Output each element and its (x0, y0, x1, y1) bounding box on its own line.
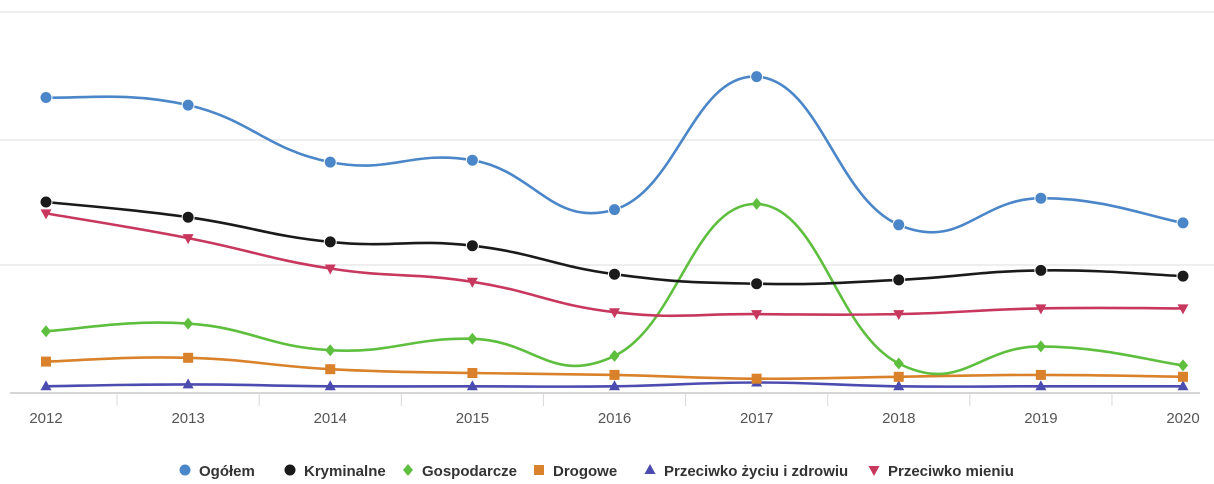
data-point-drogowe[interactable] (325, 364, 336, 375)
legend-item-ogolem[interactable]: Ogółem (178, 463, 255, 480)
data-point-przeciwko-zyciu-i-zdrowiu[interactable] (182, 378, 194, 389)
legend-item-gospodarcze[interactable]: Gospodarcze (403, 463, 517, 480)
data-point-drogowe[interactable] (1178, 371, 1188, 382)
series-layer (39, 70, 1190, 391)
data-point-gospodarcze[interactable] (467, 332, 478, 345)
legend-marker[interactable] (178, 463, 192, 477)
series-gospodarcze (41, 197, 1188, 376)
legend-item-kryminalne[interactable]: Kryminalne (283, 463, 386, 480)
data-point-drogowe[interactable] (893, 371, 904, 382)
series-ogolem (39, 70, 1190, 234)
data-point-kryminalne[interactable] (181, 210, 195, 224)
data-point-kryminalne[interactable] (323, 235, 337, 249)
data-point-kryminalne[interactable] (465, 239, 479, 253)
series-drogowe (41, 352, 1188, 384)
legend[interactable]: Ogółem Kryminalne Gospodarcze Drogowe Przeci… (178, 463, 1014, 480)
x-tick-label: 2016 (598, 410, 631, 427)
x-tick-label: 2017 (740, 410, 773, 427)
data-point-drogowe[interactable] (751, 373, 762, 384)
data-point-gospodarcze[interactable] (325, 344, 336, 357)
data-point-drogowe[interactable] (1035, 369, 1046, 380)
data-point-przeciwko-mieniu[interactable] (466, 277, 478, 288)
data-point-ogolem[interactable] (39, 91, 53, 104)
legend-label: Przeciwko życiu i zdrowiu (664, 463, 848, 480)
series-line-ogolem (44, 75, 1185, 234)
data-point-ogolem[interactable] (323, 155, 337, 169)
data-point-gospodarcze[interactable] (1035, 340, 1046, 353)
data-point-kryminalne[interactable] (1176, 269, 1190, 283)
data-point-przeciwko-zyciu-i-zdrowiu[interactable] (1177, 380, 1189, 391)
data-point-przeciwko-mieniu[interactable] (1035, 304, 1047, 315)
legend-marker[interactable] (403, 464, 413, 476)
data-point-ogolem[interactable] (608, 203, 621, 217)
data-point-przeciwko-mieniu[interactable] (182, 234, 194, 245)
x-tick-label: 2018 (882, 410, 915, 427)
data-point-przeciwko-zyciu-i-zdrowiu[interactable] (609, 380, 620, 391)
data-point-przeciwko-mieniu[interactable] (40, 209, 52, 220)
legend-label: Gospodarcze (422, 463, 517, 480)
data-point-kryminalne[interactable] (608, 267, 621, 281)
data-point-drogowe[interactable] (467, 368, 478, 378)
x-tick-label: 2014 (314, 410, 347, 427)
data-point-kryminalne[interactable] (39, 195, 53, 209)
legend-label: Drogowe (553, 463, 617, 480)
data-point-gospodarcze[interactable] (41, 325, 51, 338)
data-point-ogolem[interactable] (1034, 191, 1048, 205)
data-point-przeciwko-zyciu-i-zdrowiu[interactable] (466, 380, 478, 391)
series-kryminalne (39, 195, 1190, 291)
data-point-gospodarcze[interactable] (893, 357, 904, 370)
series-line-gospodarcze (44, 202, 1185, 376)
legend-marker[interactable] (868, 466, 880, 476)
data-point-przeciwko-zyciu-i-zdrowiu[interactable] (324, 380, 336, 391)
series-line-przeciwko-mieniu (44, 212, 1185, 318)
x-tick-label: 2015 (456, 410, 489, 427)
legend-marker[interactable] (283, 463, 297, 477)
data-point-gospodarcze[interactable] (751, 197, 762, 210)
data-point-drogowe[interactable] (41, 356, 51, 367)
data-point-ogolem[interactable] (750, 70, 764, 84)
x-tick-label: 2020 (1166, 410, 1199, 427)
legend-item-drogowe[interactable]: Drogowe (534, 463, 617, 480)
legend-item-przeciwko-mieniu[interactable]: Przeciwko mieniu (868, 463, 1014, 480)
data-point-przeciwko-mieniu[interactable] (893, 310, 905, 321)
data-point-ogolem[interactable] (892, 218, 906, 232)
x-tick-label: 2013 (171, 410, 204, 427)
data-point-kryminalne[interactable] (1034, 263, 1048, 277)
data-point-przeciwko-mieniu[interactable] (324, 264, 336, 275)
data-point-przeciwko-mieniu[interactable] (1177, 304, 1189, 315)
legend-marker[interactable] (534, 465, 544, 475)
data-point-przeciwko-zyciu-i-zdrowiu[interactable] (1035, 380, 1047, 391)
x-tick-label: 2019 (1024, 410, 1057, 427)
series-line-kryminalne (44, 200, 1185, 286)
legend-label: Przeciwko mieniu (888, 463, 1014, 480)
legend-item-przeciwko-zyciu-i-zdrowiu[interactable]: Przeciwko życiu i zdrowiu (644, 463, 849, 480)
grid-lines (0, 11, 1214, 266)
series-przeciwko-mieniu (40, 209, 1189, 321)
data-point-ogolem[interactable] (465, 153, 479, 167)
data-point-przeciwko-zyciu-i-zdrowiu[interactable] (40, 380, 52, 391)
legend-label: Ogółem (199, 463, 255, 480)
legend-marker[interactable] (644, 464, 656, 474)
data-point-gospodarcze[interactable] (1178, 359, 1188, 372)
x-axis: 2012 2013 2014 2015 2016 2017 2018 2019 2020 (10, 392, 1200, 427)
data-point-przeciwko-mieniu[interactable] (609, 308, 620, 319)
x-tick-label: 2012 (29, 410, 62, 427)
data-point-przeciwko-zyciu-i-zdrowiu[interactable] (893, 380, 905, 391)
data-point-ogolem[interactable] (1176, 216, 1190, 230)
legend-label: Kryminalne (304, 463, 386, 480)
data-point-kryminalne[interactable] (892, 273, 906, 287)
data-point-gospodarcze[interactable] (609, 349, 620, 362)
data-point-kryminalne[interactable] (750, 277, 764, 291)
data-point-drogowe[interactable] (609, 369, 620, 380)
data-point-gospodarcze[interactable] (183, 317, 194, 330)
data-point-ogolem[interactable] (181, 98, 195, 112)
data-point-przeciwko-mieniu[interactable] (751, 310, 763, 321)
data-point-drogowe[interactable] (183, 352, 194, 363)
